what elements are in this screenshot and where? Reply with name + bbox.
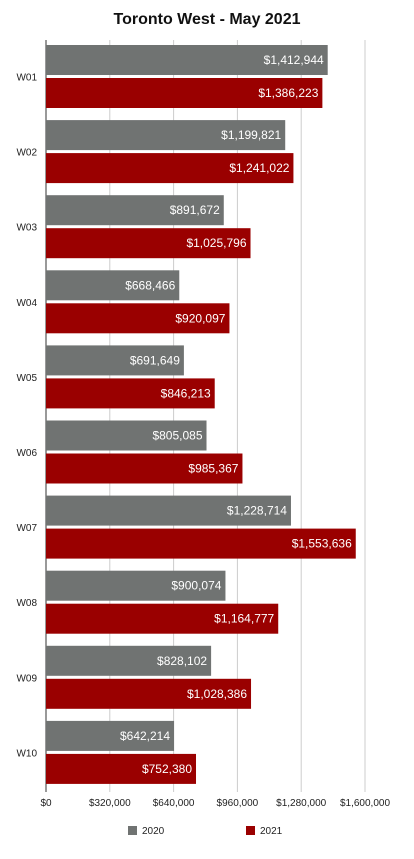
data-label: $691,649 <box>130 353 180 367</box>
data-label: $920,097 <box>175 311 225 325</box>
bar-2020-w06 <box>46 420 207 451</box>
bar-2021-w05 <box>46 378 215 409</box>
legend-swatch-2020 <box>128 826 137 835</box>
bar-2020-w03 <box>46 195 224 226</box>
data-label: $1,412,944 <box>264 53 324 67</box>
x-tick-label: $320,000 <box>89 798 131 809</box>
bar-2021-w08 <box>46 603 279 634</box>
legend-label: 2021 <box>260 826 283 837</box>
x-tick-label: $960,000 <box>217 798 259 809</box>
category-label: W08 <box>16 598 37 609</box>
data-label: $1,228,714 <box>227 504 287 518</box>
data-label: $1,553,636 <box>292 537 352 551</box>
bar-2020-w02 <box>46 120 286 151</box>
data-label: $1,025,796 <box>186 236 246 250</box>
bar-2021-w01 <box>46 78 323 108</box>
data-label: $1,241,022 <box>229 161 289 175</box>
bar-2021-w07 <box>46 528 356 559</box>
data-label: $642,214 <box>120 729 170 743</box>
x-tick-label: $640,000 <box>153 798 195 809</box>
category-label: W09 <box>16 673 37 684</box>
x-axis-ticks: $0 $320,000 $640,000 $960,000 $1,280,000 $1,6… <box>40 798 390 809</box>
category-label: W04 <box>16 298 37 309</box>
legend-swatch-2021 <box>246 826 255 835</box>
bars <box>46 45 356 784</box>
category-labels: W01 W02 W03 W04 W05 W06 W07 W08 W09 W10 <box>16 73 37 760</box>
data-label: $805,085 <box>152 429 202 443</box>
bar-2021-w09 <box>46 678 252 709</box>
x-tick-label: $1,600,000 <box>340 798 390 809</box>
data-label: $1,028,386 <box>187 687 247 701</box>
bar-2021-w02 <box>46 153 294 184</box>
bar-2020-w10 <box>46 720 175 751</box>
category-label: W01 <box>16 73 37 84</box>
x-tick-label: $1,280,000 <box>276 798 326 809</box>
bar-2020-w04 <box>46 270 180 301</box>
data-label: $891,672 <box>170 203 220 217</box>
bar-2021-w10 <box>46 753 197 784</box>
bar-2020-w08 <box>46 570 226 601</box>
data-label: $1,164,777 <box>214 612 274 626</box>
bar-2020-w07 <box>46 495 291 526</box>
bar-2020-w09 <box>46 645 212 676</box>
bar-2021-w04 <box>46 303 230 334</box>
category-label: W06 <box>16 448 37 459</box>
category-label: W07 <box>16 523 37 534</box>
data-label: $1,199,821 <box>221 128 281 142</box>
data-label: $752,380 <box>142 762 192 776</box>
data-label: $668,466 <box>125 278 175 292</box>
category-label: W02 <box>16 148 37 159</box>
chart-title: Toronto West - May 2021 <box>114 11 301 28</box>
legend: 2020 2021 <box>128 826 283 837</box>
data-label: $846,213 <box>161 386 211 400</box>
legend-label: 2020 <box>142 826 165 837</box>
bar-2020-w01 <box>46 45 328 75</box>
bar-2020-w05 <box>46 345 184 376</box>
data-label: $828,102 <box>157 654 207 668</box>
data-label: $900,074 <box>171 579 221 593</box>
category-label: W05 <box>16 373 37 384</box>
category-label: W10 <box>16 748 37 759</box>
data-labels: $1,412,944 $1,386,223 $1,199,821 $1,241,022… <box>120 53 352 776</box>
bar-2021-w03 <box>46 228 251 259</box>
x-tick-label: $0 <box>40 798 52 809</box>
bar-2021-w06 <box>46 453 243 484</box>
data-label: $1,386,223 <box>258 86 318 100</box>
data-label: $985,367 <box>188 462 238 476</box>
category-label: W03 <box>16 223 37 234</box>
